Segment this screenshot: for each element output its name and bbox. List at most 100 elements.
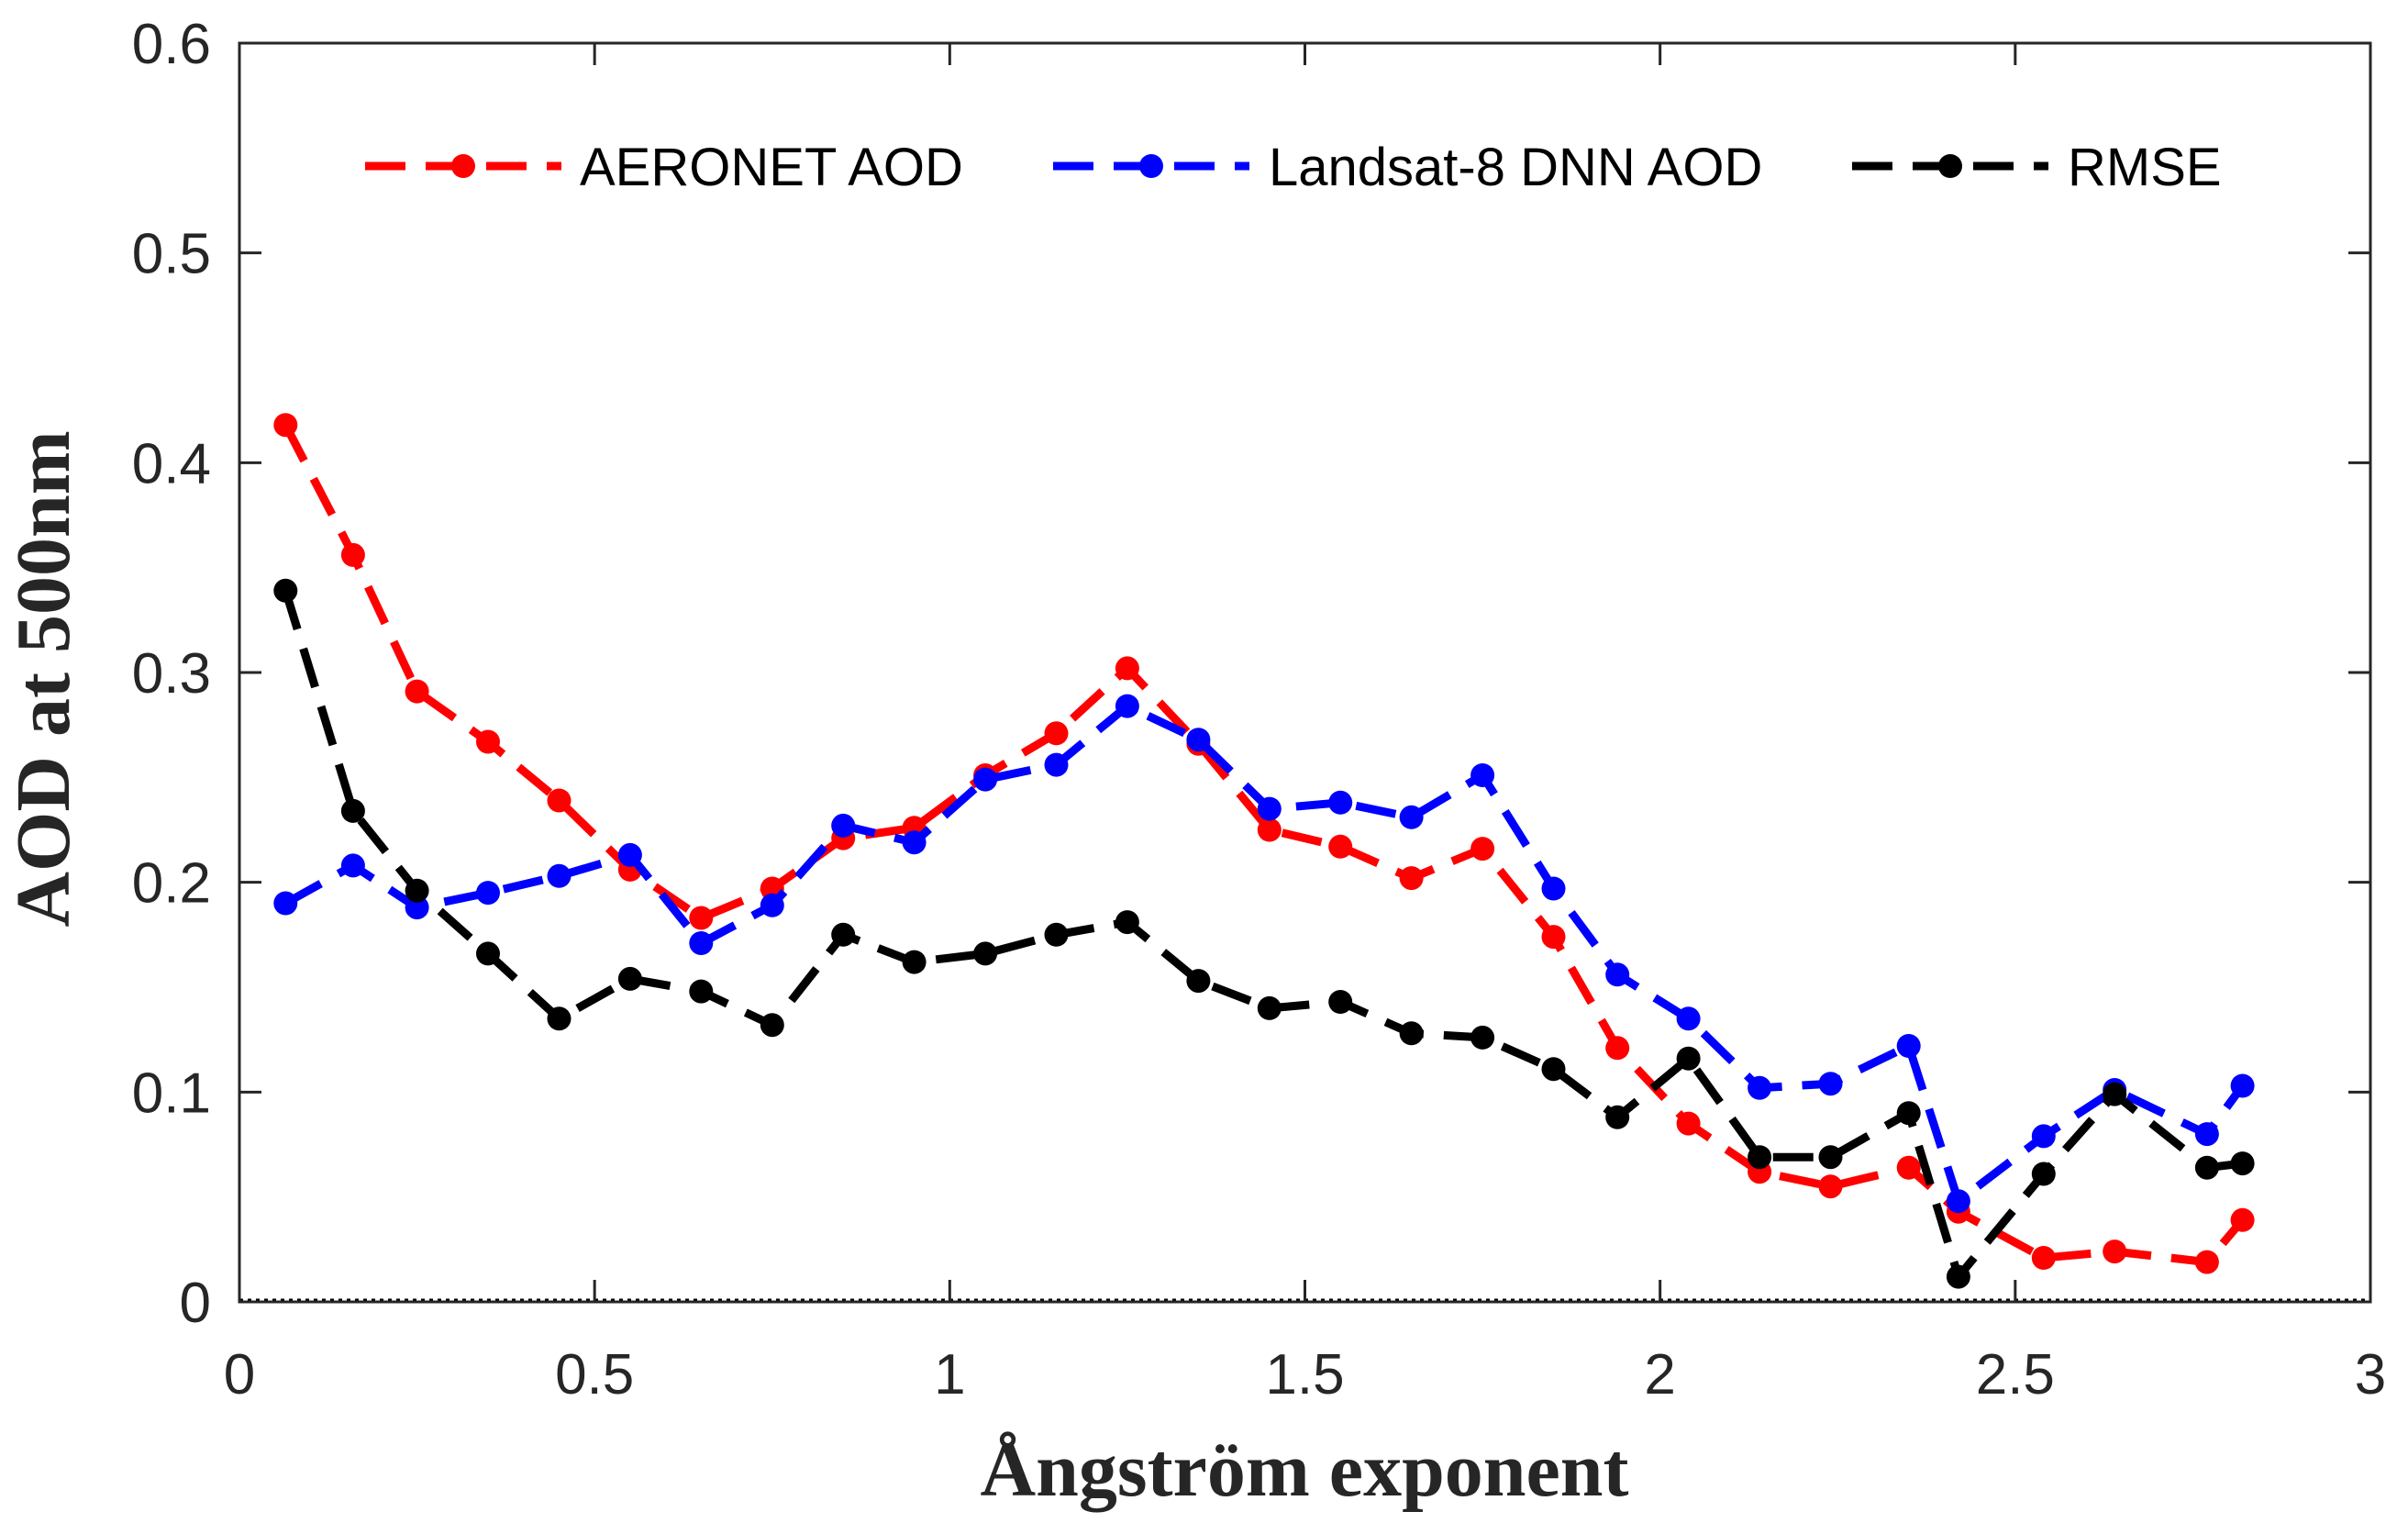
x-tick-label: 3 [2355, 1343, 2386, 1406]
data-point [476, 881, 500, 906]
data-point [1541, 876, 1566, 901]
series-rmse [273, 578, 2255, 1289]
series-line [282, 423, 2247, 1267]
y-tick-label: 0.1 [132, 1062, 211, 1125]
y-tick-label: 0.6 [132, 13, 211, 76]
data-point [1748, 1075, 1772, 1100]
data-point [760, 893, 784, 917]
data-point [1399, 1021, 1424, 1046]
data-point [1328, 790, 1353, 815]
legend: AERONET AOD Landsat-8 DNN AOD RMSE [365, 138, 2222, 197]
data-point [831, 813, 856, 838]
data-point [689, 906, 714, 930]
data-point [405, 895, 429, 920]
x-tick-label: 1 [934, 1343, 965, 1406]
legend-marker [451, 154, 475, 178]
data-point [1044, 721, 1069, 746]
data-point [1399, 866, 1424, 891]
data-point [1399, 805, 1424, 829]
data-point [476, 729, 500, 754]
legend-label: Landsat-8 DNN AOD [1269, 138, 1762, 197]
data-point [1605, 962, 1630, 987]
data-point [340, 853, 365, 878]
x-tick-label: 0.5 [555, 1343, 634, 1406]
data-point [1946, 1264, 1970, 1289]
data-point [2230, 1073, 2255, 1098]
data-point [2194, 1155, 2219, 1180]
data-point [547, 863, 571, 888]
data-point [2031, 1162, 2056, 1186]
data-point [2031, 1124, 2056, 1149]
data-point [1115, 910, 1139, 935]
data-point [1896, 1101, 1921, 1126]
legend-entry: AERONET AOD [365, 138, 963, 197]
data-point [1605, 1036, 1630, 1061]
data-point [2194, 1250, 2219, 1274]
data-point [2103, 1239, 2127, 1264]
legend-entry: Landsat-8 DNN AOD [1053, 138, 1762, 197]
data-point [1541, 925, 1566, 950]
data-point [547, 1006, 571, 1031]
x-tick-label: 2 [1644, 1343, 1675, 1406]
data-point [617, 966, 642, 991]
data-point [1470, 837, 1495, 861]
data-point [1115, 656, 1139, 681]
plot-area [239, 43, 2370, 1302]
data-point [1115, 694, 1139, 718]
axes-layer: 0 0.5 1 1.5 2 2.5 3 0 0.1 0.2 0.3 0.4 0.5 0.6 [132, 13, 2386, 1406]
data-point [902, 950, 927, 974]
data-point [760, 1013, 784, 1038]
data-point [1257, 796, 1282, 821]
y-tick-label: 0.5 [132, 223, 211, 286]
data-point [1328, 834, 1353, 859]
data-point [1676, 1006, 1701, 1031]
data-point [273, 891, 298, 916]
data-point [2230, 1207, 2255, 1232]
data-point [689, 931, 714, 955]
data-point [1605, 1105, 1630, 1129]
y-tick-label: 0.3 [132, 642, 211, 706]
data-point [1044, 752, 1069, 777]
data-point [1470, 763, 1495, 787]
data-point [902, 830, 927, 855]
data-point [1676, 1111, 1701, 1136]
data-point [973, 767, 998, 792]
data-point [1257, 817, 1282, 842]
y-axis-title: AOD at 500nm [1, 430, 86, 927]
data-point [2103, 1082, 2127, 1106]
data-point [1946, 1189, 1970, 1214]
data-point [476, 941, 500, 966]
x-tick-label: 2.5 [1976, 1343, 2055, 1406]
legend-label: AERONET AOD [580, 138, 963, 197]
data-point [1818, 1145, 1843, 1170]
data-point [1044, 922, 1069, 947]
data-point [2194, 1122, 2219, 1147]
data-point [273, 413, 298, 438]
data-point [340, 542, 365, 567]
x-tick-label: 1.5 [1265, 1343, 1344, 1406]
legend-marker [1139, 154, 1163, 178]
legend-entry: RMSE [1852, 138, 2222, 197]
y-tick-label: 0 [180, 1272, 211, 1335]
plot-background [239, 43, 2370, 1302]
y-tick-label: 0.4 [132, 432, 211, 495]
data-point [973, 941, 998, 966]
data-point [547, 788, 571, 813]
series-layer [273, 413, 2255, 1289]
data-point [1328, 990, 1353, 1014]
data-point [1818, 1072, 1843, 1096]
data-point [1748, 1145, 1772, 1170]
data-point [689, 979, 714, 1004]
legend-label: RMSE [2068, 138, 2222, 197]
data-point [1896, 1034, 1921, 1058]
data-point [617, 842, 642, 867]
x-axis-title: Ångström exponent [981, 1428, 1629, 1513]
data-point [1186, 728, 1211, 752]
data-point [340, 798, 365, 823]
series-landsat-8-dnn-aod [273, 694, 2255, 1214]
data-point [1186, 969, 1211, 994]
data-point [831, 922, 856, 947]
data-point [2031, 1246, 2056, 1270]
data-point [1470, 1025, 1495, 1050]
